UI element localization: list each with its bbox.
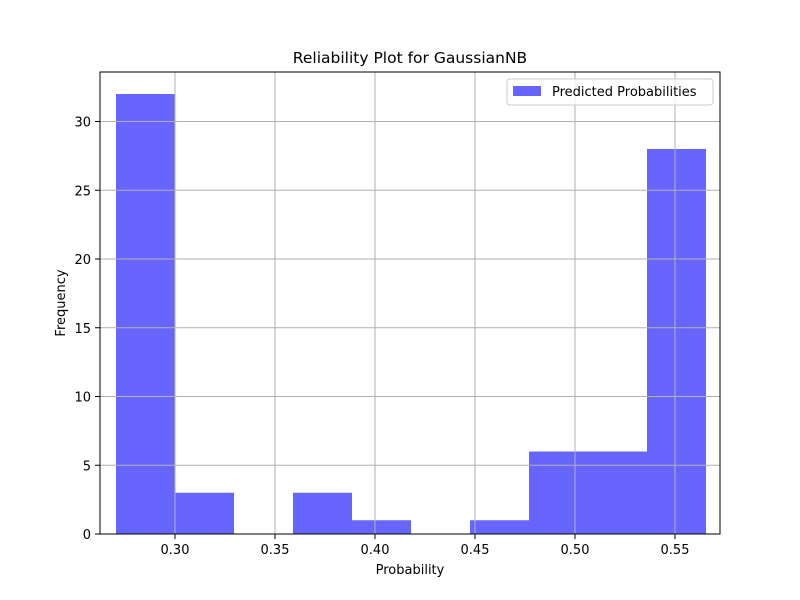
y-tick-label: 15 [74, 322, 91, 337]
x-tick-label: 0.40 [361, 543, 390, 558]
histogram-bar-0 [116, 94, 175, 534]
histogram-bar-4 [352, 520, 411, 534]
bars-layer [116, 94, 706, 534]
histogram-bar-1 [175, 492, 234, 534]
y-tick-label: 20 [74, 253, 91, 268]
y-tick-label: 10 [74, 391, 91, 406]
x-tick-label: 0.35 [261, 543, 290, 558]
x-tick-label: 0.45 [461, 543, 490, 558]
legend-label: Predicted Probabilities [552, 85, 697, 100]
legend-box [506, 78, 714, 106]
histogram-bar-9 [647, 149, 706, 534]
legend: Predicted Probabilities [506, 78, 714, 106]
y-tick-label: 0 [83, 528, 91, 543]
histogram-bar-7 [529, 451, 588, 534]
histogram-bar-8 [588, 451, 647, 534]
legend-swatch [513, 86, 541, 96]
y-tick-label: 30 [74, 116, 91, 131]
x-tick-label: 0.50 [561, 543, 590, 558]
y-axis-label: Frequency [54, 269, 69, 336]
chart-title: Reliability Plot for GaussianNB [293, 49, 527, 67]
y-tick-label: 5 [83, 459, 91, 474]
x-tick-label: 0.55 [661, 543, 690, 558]
plot-frame [99, 71, 721, 535]
y-axis-ticks: 0 5 10 15 20 25 30 [74, 116, 100, 543]
histogram-bar-6 [470, 520, 529, 534]
histogram-bar-3 [293, 492, 352, 534]
y-tick-label: 25 [74, 184, 91, 199]
x-tick-label: 0.30 [161, 543, 190, 558]
x-axis-ticks: 0.30 0.35 0.40 0.45 0.50 0.55 [161, 534, 690, 558]
x-axis-label: Probability [376, 563, 445, 578]
